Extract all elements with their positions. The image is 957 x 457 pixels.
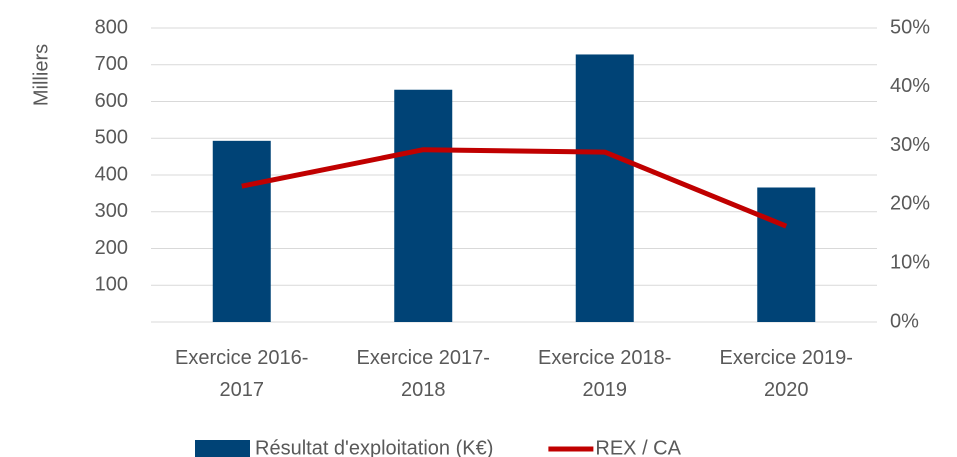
y-tick-label: 100 (95, 274, 128, 296)
y-tick-label: 700 (95, 53, 128, 75)
y2-tick-label: 10% (890, 251, 930, 273)
y2-tick-label: 20% (890, 193, 930, 215)
legend-label: Résultat d'exploitation (K€) (255, 437, 493, 457)
legend-swatch (195, 440, 250, 457)
line (241, 147, 788, 229)
bar (575, 54, 634, 323)
bar (757, 187, 816, 322)
y-tick-label: 600 (95, 90, 128, 112)
x-tick-label: Exercice 2018-2019 (538, 347, 672, 401)
y-tick-label: 200 (95, 237, 128, 259)
y2-tick-label: 30% (890, 134, 930, 156)
y-tick-label: 800 (95, 16, 128, 38)
y-tick-label: 300 (95, 200, 128, 222)
legend-label: REX / CA (595, 437, 681, 457)
x-tick-label: Exercice 2017-2018 (356, 347, 490, 401)
y-tick-label: 500 (95, 127, 128, 149)
y-axis-label: Milliers (30, 44, 52, 106)
bar (212, 140, 271, 322)
y2-tick-label: 50% (890, 16, 930, 38)
x-tick-label: Exercice 2019-2020 (719, 347, 853, 401)
bar (394, 89, 453, 323)
y-tick-label: 400 (95, 163, 128, 185)
x-tick-label: Exercice 2016-2017 (175, 347, 309, 401)
y2-tick-label: 40% (890, 75, 930, 97)
y2-tick-label: 0% (890, 310, 919, 332)
